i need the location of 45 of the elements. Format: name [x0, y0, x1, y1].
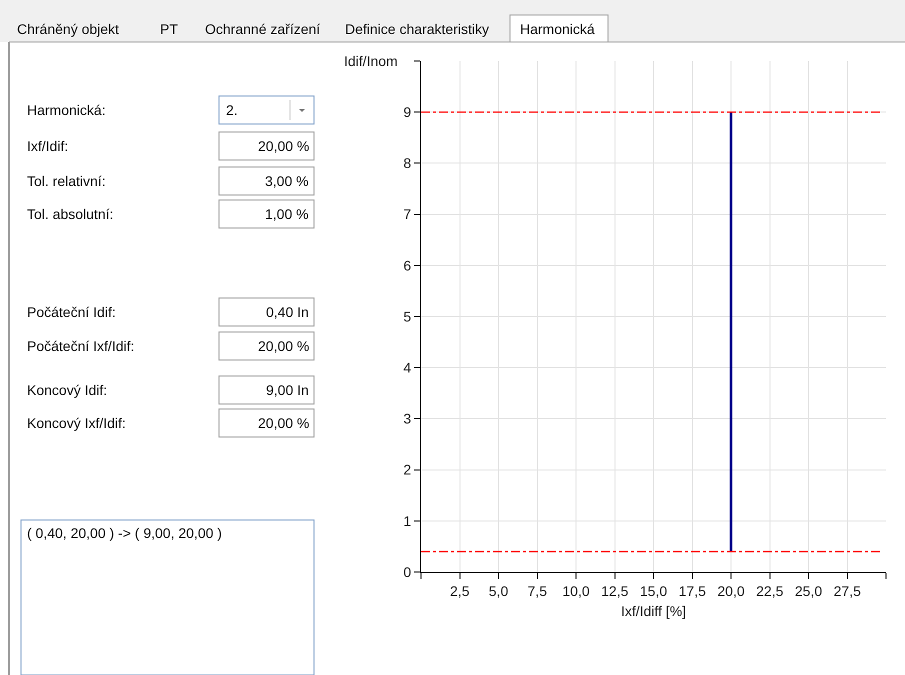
- y-tick-label: 6: [403, 257, 412, 274]
- text: 0,40 In: [266, 304, 309, 320]
- text: Harmonická:: [27, 102, 106, 118]
- x-tick-label: 15,0: [640, 582, 668, 599]
- y-tick-label: 0: [403, 564, 412, 580]
- text: Ochranné zařízení: [205, 21, 320, 37]
- x-tick-label: 22,5: [756, 582, 784, 599]
- y-tick-label: 7: [403, 206, 412, 222]
- text: 2.: [226, 102, 238, 118]
- y-tick-label: 5: [403, 308, 412, 324]
- x-tick-label: 17,5: [678, 582, 706, 599]
- y-tick-label: 3: [403, 410, 412, 427]
- x-tick-label: 2,5: [450, 582, 470, 599]
- y-tick-label: 4: [403, 360, 412, 376]
- text: Chráněný objekt: [17, 21, 120, 37]
- text: 9,00 In: [266, 382, 309, 398]
- text: Tol. absolutní:: [27, 206, 114, 222]
- x-tick-label: 20,0: [717, 582, 745, 599]
- text: Koncový Ixf/Idif:: [27, 415, 126, 431]
- y-tick-label: 1: [403, 512, 412, 529]
- y-tick-label: 8: [403, 155, 412, 172]
- text: ( 0,40, 20,00 ) -> ( 9,00, 20,00 ): [27, 525, 222, 541]
- x-tick-label: 10,0: [562, 582, 590, 599]
- y-tick-label: 2: [403, 462, 412, 478]
- text: 20,00 %: [258, 415, 310, 431]
- text: PT: [160, 21, 178, 37]
- text: Ixf/Idif:: [27, 138, 68, 154]
- x-tick-label: 5,0: [488, 582, 508, 599]
- y-axis-title: Idif/Inom: [344, 53, 398, 69]
- x-axis-title: Ixf/Idiff [%]: [620, 603, 686, 620]
- text: 3,00 %: [265, 173, 309, 189]
- text: 1,00 %: [265, 206, 309, 222]
- x-tick-label: 25,0: [794, 582, 822, 599]
- text: Tol. relativní:: [27, 173, 106, 189]
- x-tick-label: 27,5: [834, 582, 862, 599]
- text: 20,00 %: [258, 338, 310, 354]
- text: Koncový Idif:: [27, 382, 108, 398]
- x-tick-label: 7,5: [528, 582, 548, 599]
- text: Harmonická: [520, 21, 595, 37]
- text: Počáteční Ixf/Idif:: [27, 338, 134, 354]
- y-tick-label: 9: [403, 104, 412, 120]
- x-tick-label: 12,5: [601, 582, 629, 599]
- text: Definice charakteristiky: [345, 21, 489, 37]
- text: Počáteční Idif:: [27, 304, 116, 320]
- text: 20,00 %: [258, 138, 310, 154]
